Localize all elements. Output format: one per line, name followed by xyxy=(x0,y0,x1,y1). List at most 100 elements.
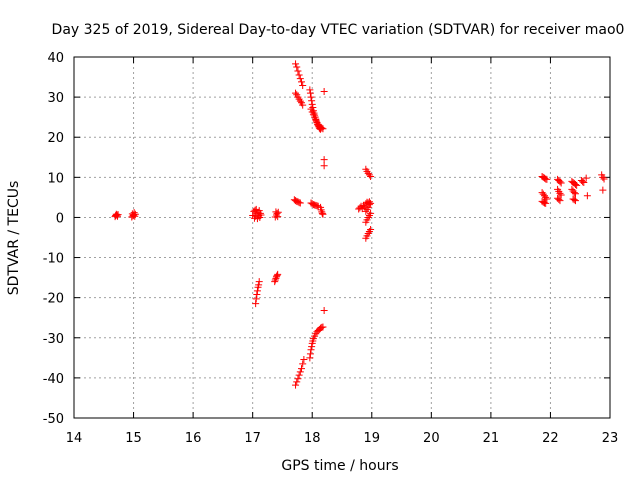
data-point xyxy=(556,197,564,205)
data-point xyxy=(308,343,316,351)
data-point xyxy=(296,199,304,207)
data-point xyxy=(556,178,564,186)
data-point xyxy=(274,213,282,221)
data-point xyxy=(582,174,590,182)
axis-ticks: 14 15 16 17 18 19 20 21 22 23 -50 -40 -30 -20 -10 0 10 20… xyxy=(43,51,619,446)
data-point xyxy=(255,278,263,286)
data-point xyxy=(543,175,551,183)
data-point xyxy=(599,173,607,181)
data-point xyxy=(292,60,300,68)
data-point xyxy=(306,354,314,362)
data-point xyxy=(296,368,304,376)
data-point xyxy=(274,270,282,278)
data-point xyxy=(299,360,307,368)
data-point xyxy=(580,179,588,187)
data-point xyxy=(130,209,138,217)
data-point xyxy=(295,71,303,79)
data-point xyxy=(252,205,260,213)
y-tick-label: 0 xyxy=(56,211,64,226)
data-point xyxy=(320,156,328,164)
x-tick-label: 21 xyxy=(483,431,500,446)
data-point xyxy=(367,225,375,233)
x-tick-label: 23 xyxy=(602,431,619,446)
data-points xyxy=(111,60,608,389)
data-point xyxy=(308,100,316,108)
data-point xyxy=(557,179,565,187)
data-point xyxy=(367,173,375,181)
y-tick-label: 40 xyxy=(47,51,64,66)
data-point xyxy=(292,381,300,389)
data-point xyxy=(318,209,326,217)
data-point xyxy=(319,125,327,133)
data-point xyxy=(299,101,307,109)
y-tick-label: 30 xyxy=(47,91,64,106)
y-axis-label: SDTVAR / TECUs xyxy=(6,181,22,296)
data-point xyxy=(307,346,315,354)
data-point xyxy=(542,193,550,201)
data-point xyxy=(113,212,121,220)
data-point xyxy=(571,181,579,189)
y-tick-label: -20 xyxy=(43,292,64,307)
data-point xyxy=(256,209,264,217)
x-tick-label: 17 xyxy=(244,431,261,446)
data-point xyxy=(320,162,328,170)
data-point xyxy=(320,307,328,315)
data-point xyxy=(306,89,314,97)
x-tick-label: 15 xyxy=(125,431,142,446)
y-tick-label: -50 xyxy=(43,412,64,427)
x-tick-label: 22 xyxy=(542,431,559,446)
y-tick-label: -30 xyxy=(43,332,64,347)
plot-frame xyxy=(73,56,611,419)
y-tick-label: 10 xyxy=(47,171,64,186)
data-point xyxy=(308,97,316,105)
data-point xyxy=(557,191,565,199)
data-point xyxy=(570,196,578,204)
data-point xyxy=(365,171,373,179)
data-point xyxy=(306,350,314,358)
x-tick-label: 18 xyxy=(304,431,321,446)
data-point xyxy=(367,209,375,217)
data-point xyxy=(293,378,301,386)
data-point xyxy=(253,287,261,295)
x-tick-label: 14 xyxy=(66,431,83,446)
data-point xyxy=(292,89,300,97)
data-point xyxy=(556,189,564,197)
y-tick-label: -40 xyxy=(43,372,64,387)
data-point xyxy=(295,371,303,379)
data-point xyxy=(298,365,306,373)
data-point xyxy=(296,97,304,105)
data-point xyxy=(273,209,281,217)
data-point xyxy=(320,87,328,95)
data-point xyxy=(570,189,578,197)
data-point xyxy=(306,86,314,94)
x-tick-label: 19 xyxy=(364,431,381,446)
x-axis-label: GPS time / hours xyxy=(281,458,398,474)
data-point xyxy=(252,300,260,308)
data-point xyxy=(573,181,581,189)
data-point xyxy=(571,197,579,205)
x-tick-label: 16 xyxy=(185,431,202,446)
data-point xyxy=(319,323,327,331)
grid-lines xyxy=(74,57,610,418)
data-point xyxy=(583,192,591,200)
data-point xyxy=(253,290,261,298)
data-point xyxy=(271,278,279,286)
data-point xyxy=(293,63,301,71)
data-point xyxy=(307,93,315,101)
data-point xyxy=(309,104,317,112)
data-point xyxy=(131,210,139,218)
data-point xyxy=(367,199,375,207)
data-point xyxy=(571,190,579,198)
data-point xyxy=(255,281,263,289)
data-point xyxy=(273,272,281,280)
data-point xyxy=(114,211,122,219)
y-tick-label: -10 xyxy=(43,252,64,267)
data-point xyxy=(318,124,326,132)
data-point xyxy=(271,276,279,284)
data-point xyxy=(252,295,260,303)
data-point xyxy=(319,210,327,218)
data-point xyxy=(600,175,608,183)
data-point xyxy=(579,178,587,186)
data-point xyxy=(296,75,304,83)
